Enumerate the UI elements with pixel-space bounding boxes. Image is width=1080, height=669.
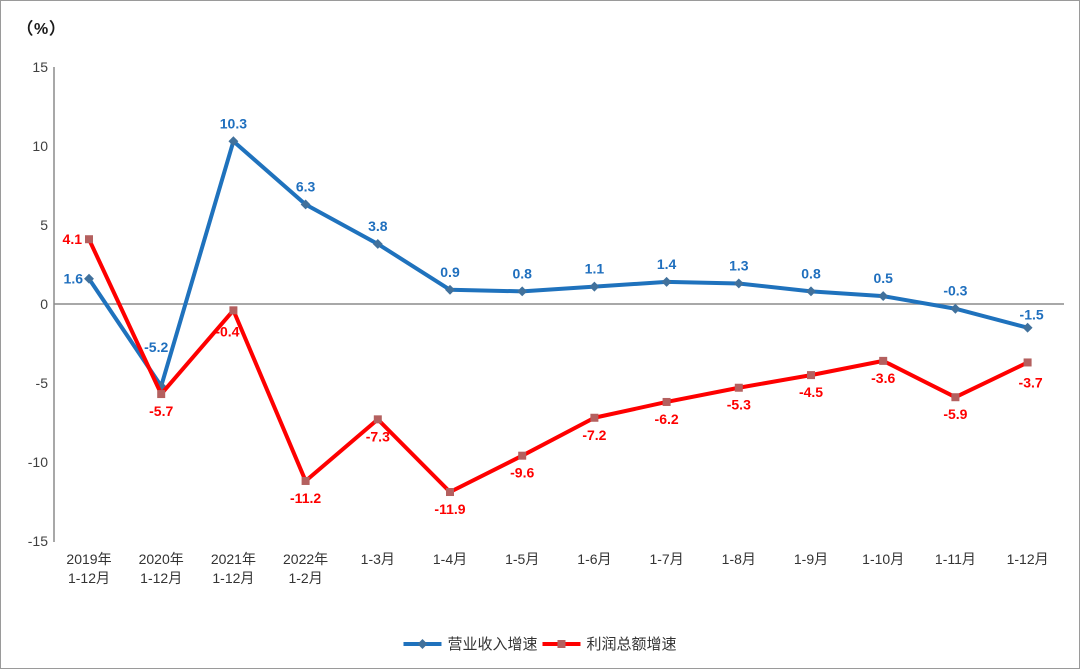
x-axis-tick-label: 1-7月 xyxy=(649,551,683,567)
data-point-marker xyxy=(806,286,816,297)
y-axis-tick-label: 15 xyxy=(32,59,48,75)
data-point-label: -6.2 xyxy=(655,411,679,427)
y-axis-tick-label: 10 xyxy=(32,138,48,154)
data-point-label: 10.3 xyxy=(220,115,247,131)
y-axis-unit-label: （%） xyxy=(17,21,67,38)
data-point-label: 0.8 xyxy=(512,265,532,281)
data-point-label: 1.3 xyxy=(729,257,749,273)
data-point-label: 0.8 xyxy=(801,265,821,281)
x-axis-tick-label: 1-4月 xyxy=(433,551,467,567)
data-point-marker xyxy=(951,393,960,402)
data-point-label: 0.9 xyxy=(440,264,460,280)
data-point-marker xyxy=(807,371,815,380)
x-axis-tick-label: 1-11月 xyxy=(935,551,976,567)
data-point-marker xyxy=(878,291,889,302)
legend-line-swatch-profit xyxy=(542,639,581,648)
series-line-0 xyxy=(87,139,1030,389)
data-point-label: -3.7 xyxy=(1019,374,1043,390)
data-point-label: -0.3 xyxy=(943,283,967,299)
data-point-label: 1.4 xyxy=(657,256,677,272)
x-axis-tick-label: 2021年 1-12月 xyxy=(211,551,256,586)
data-point-label: -0.4 xyxy=(215,323,239,339)
y-axis-tick-label: 5 xyxy=(40,217,48,233)
legend-square-marker-icon xyxy=(557,639,566,648)
data-point-marker xyxy=(1023,358,1032,367)
data-point-marker xyxy=(1022,322,1033,333)
x-axis-tick-label: 1-9月 xyxy=(794,551,828,567)
data-point-marker xyxy=(733,278,744,289)
data-point-label: -1.5 xyxy=(1020,307,1044,323)
data-point-label: -3.6 xyxy=(871,370,895,386)
data-point-label: 6.3 xyxy=(296,178,316,194)
data-point-label: -5.7 xyxy=(149,403,173,419)
data-point-label: 1.6 xyxy=(64,271,84,287)
data-point-marker xyxy=(228,136,239,147)
data-point-label: -11.2 xyxy=(290,490,321,506)
x-axis-tick-label: 1-6月 xyxy=(577,551,611,567)
data-point-label: -9.6 xyxy=(510,465,534,481)
x-axis-tick-label: 1-5月 xyxy=(505,551,539,567)
legend-label-revenue-growth: 营业收入增速 xyxy=(447,636,538,653)
data-point-marker xyxy=(879,356,888,365)
data-point-label: 3.8 xyxy=(368,218,388,234)
data-point-label: 1.1 xyxy=(585,261,605,277)
data-point-marker xyxy=(662,397,671,406)
y-axis-tick-label: -10 xyxy=(28,454,48,470)
x-axis-tick-label: 1-3月 xyxy=(361,551,395,567)
data-point-label: -5.3 xyxy=(727,397,751,413)
x-axis-tick-label: 1-10月 xyxy=(862,551,904,567)
data-point-marker xyxy=(517,286,528,297)
data-point-label: -5.2 xyxy=(144,339,168,355)
data-point-marker xyxy=(661,276,672,287)
x-axis-tick-label: 2020年 1-12月 xyxy=(139,551,184,586)
x-axis-tick-label: 2019年 1-12月 xyxy=(66,551,111,586)
legend-item-profit-growth: 利润总额增速 xyxy=(542,633,677,654)
data-point-label: -7.2 xyxy=(582,427,606,443)
legend-label-profit-growth: 利润总额增速 xyxy=(586,636,677,653)
data-point-label: 0.5 xyxy=(873,270,893,286)
data-point-label: -5.9 xyxy=(943,406,967,422)
data-point-label: -7.3 xyxy=(366,428,390,444)
x-axis-tick-label: 1-12月 xyxy=(1007,551,1049,567)
data-point-marker xyxy=(589,281,600,292)
y-axis-tick-label: 0 xyxy=(40,296,48,312)
data-point-marker xyxy=(446,488,454,497)
data-point-label: -11.9 xyxy=(434,501,465,517)
data-point-marker xyxy=(734,383,743,392)
data-point-label: -4.5 xyxy=(799,384,823,400)
y-axis-tick-label: -15 xyxy=(28,533,48,549)
data-point-marker xyxy=(590,413,599,422)
data-point-marker xyxy=(229,306,238,315)
legend-item-revenue-growth: 营业收入增速 xyxy=(403,633,538,654)
data-point-marker xyxy=(85,235,93,244)
chart-legend: 营业收入增速 利润总额增速 xyxy=(403,633,677,654)
data-point-label: 4.1 xyxy=(63,231,83,247)
legend-diamond-marker-icon xyxy=(417,638,428,649)
data-point-marker xyxy=(301,476,310,485)
data-point-marker xyxy=(373,415,382,424)
data-point-marker xyxy=(157,390,166,399)
data-point-marker xyxy=(518,451,527,460)
legend-line-swatch-revenue xyxy=(403,638,442,649)
y-axis-tick-label: -5 xyxy=(36,375,49,391)
series-line-1 xyxy=(87,237,1030,495)
x-axis-tick-label: 1-8月 xyxy=(722,551,756,567)
data-point-marker xyxy=(950,303,961,314)
x-axis-tick-label: 2022年 1-2月 xyxy=(283,551,328,586)
